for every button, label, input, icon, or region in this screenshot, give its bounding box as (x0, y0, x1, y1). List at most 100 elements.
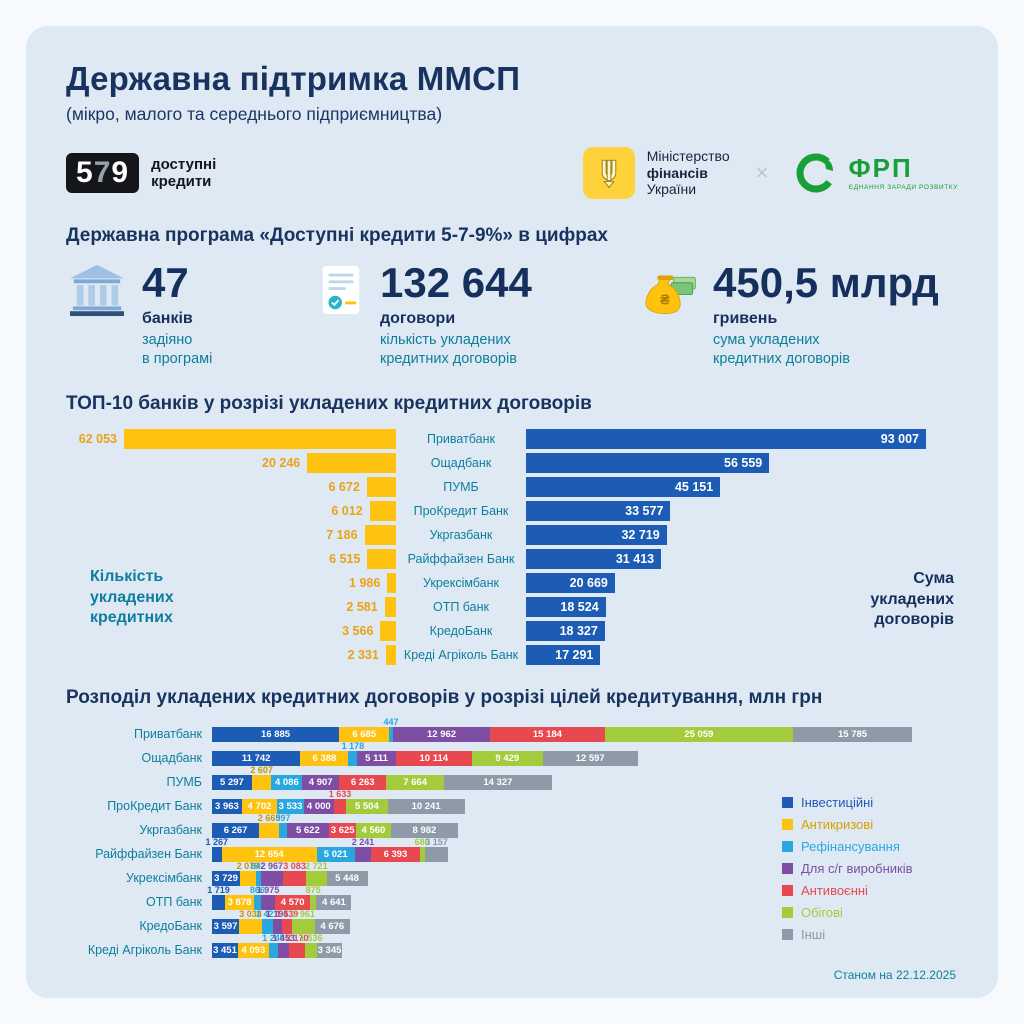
legend-swatch-icon (782, 840, 793, 852)
bar-segment (282, 870, 307, 886)
bar-segment (348, 750, 358, 766)
count-side: 20 246 (66, 452, 396, 473)
bar-segment (240, 870, 256, 886)
stat-sum: ₴ 450,5 млрд гривень сума укладених кред… (641, 259, 939, 369)
legend-item: Обігові (782, 905, 913, 920)
bank-name: ОТП банк (432, 599, 489, 614)
segment-value-label: 12 962 (426, 728, 457, 740)
stat-value: 450,5 млрд (713, 259, 939, 306)
sum-bar: 45 151 (526, 476, 721, 497)
segment-value-label: 4 570 (280, 896, 305, 908)
bar-segment: 10 241 (387, 798, 465, 814)
segment-value-label: 1 536 (299, 932, 323, 943)
count-value-label: 20 246 (262, 455, 301, 470)
count-side: 7 186 (66, 524, 396, 545)
top10-row: 6 515 Райффайзен Банк 31 413 (66, 548, 958, 569)
count-value-label: 62 053 (78, 431, 117, 446)
count-bar (380, 620, 396, 641)
bar-segment: 15 785 (793, 726, 912, 742)
logo-frp: ФРП ЄДНАННЯ ЗАРАДИ РОЗВИТКУ (794, 151, 958, 195)
dist-row: ОТП банк 1 719 3 878 866 1 975 4 570 875 4 641 (66, 885, 958, 910)
legend-swatch-icon (782, 884, 793, 896)
stat-value: 132 644 (380, 259, 532, 306)
segment-value-label: 6 685 (352, 728, 377, 740)
bank-name: Укрексімбанк (125, 871, 202, 886)
frp-tagline: ЄДНАННЯ ЗАРАДИ РОЗВИТКУ (848, 184, 958, 191)
top10-row: 20 246 Ощадбанк 56 559 (66, 452, 958, 473)
bank-name: Укргазбанк (139, 823, 202, 838)
bar-segment: 7 664 (386, 774, 444, 790)
bar-segment: 12 597 (542, 750, 638, 766)
bar-segment: 12 962 (392, 726, 491, 742)
stat-label: банків (142, 310, 193, 328)
bar-segment (305, 942, 317, 958)
count-bar (307, 452, 396, 473)
logo-579-badge: 5 7 9 (66, 153, 140, 193)
sum-bar: 33 577 (526, 500, 671, 521)
stat-label: гривень (713, 310, 778, 328)
stacked-bar: 16 885 6 685 447 12 962 15 184 25 059 15 785 (212, 717, 912, 742)
bar-segment: 3 878 (224, 894, 255, 910)
bar-segment (261, 918, 273, 934)
segment-value-label: 4 641 (322, 896, 346, 908)
segment-value-label: 3 729 (214, 872, 238, 884)
bar-segment: 4 907 (302, 774, 340, 790)
segment-value-label: 12 597 (575, 752, 605, 764)
stacked-bar: 3 597 3 038 1 421 1 195 1 439 2 961 4 676 (212, 909, 350, 934)
count-side: 3 566 (66, 620, 396, 641)
segment-value-label: 7 664 (403, 776, 427, 788)
count-value-label: 3 566 (342, 623, 374, 638)
segment-value-label: 6 388 (312, 752, 337, 764)
stats-row: 47 банків задіяно в програмі 132 644 дог… (66, 259, 958, 369)
count-value-label: 6 672 (328, 479, 360, 494)
left-axis-caption: Кількість укладених кредитних (90, 567, 174, 627)
bar-segment: 9 429 (471, 750, 543, 766)
bar-segment: 6 267 (212, 822, 260, 838)
segment-value-label: 10 114 (419, 752, 449, 764)
segment-value-label: 4 907 (308, 776, 333, 788)
stacked-bar: 11 742 6 388 1 178 5 111 10 114 9 429 12 597 (212, 741, 638, 766)
segment-value-label: 1 453 (272, 932, 295, 943)
bar-segment: 8 982 (390, 822, 459, 838)
bar-segment: 12 654 (221, 846, 317, 862)
minfin-line-2: фінансів (646, 164, 708, 181)
frp-emblem-icon (796, 153, 836, 193)
stat-desc: кількість укладених кредитних договорів (380, 332, 517, 367)
bar-segment (292, 918, 315, 934)
bar-segment (278, 942, 290, 958)
count-side: 62 053 (66, 428, 396, 449)
count-side: 6 012 (66, 500, 396, 521)
bar-segment (306, 870, 327, 886)
segment-value-label: 1 633 (328, 788, 352, 799)
segment-value-label: 5 504 (354, 800, 379, 812)
bar-segment: 10 114 (395, 750, 472, 766)
stats-section-title: Державна програма «Доступні кредити 5-7-… (66, 225, 608, 246)
as-of-date: Станом на 22.12.2025 (833, 968, 956, 982)
right-axis-caption: Сума укладених договорів (870, 569, 954, 629)
bank-icon (70, 264, 124, 317)
dist-row: Райффайзен Банк 1 267 12 654 5 021 2 241 6 39… (66, 837, 958, 862)
bar-segment (260, 894, 276, 910)
bar-segment: 3 963 (212, 798, 242, 814)
logo-579-digit: 9 (111, 156, 130, 189)
stat-desc: задіяно в програмі (142, 332, 213, 367)
bar-segment: 16 885 (212, 726, 340, 742)
bar-segment (254, 894, 261, 910)
segment-value-label: 2 241 (351, 836, 375, 847)
page-subtitle: (мікро, малого та середнього підприємниц… (66, 104, 443, 124)
segment-value-label: 5 021 (323, 848, 348, 860)
bar-segment: 6 685 (339, 726, 390, 742)
sum-side: 56 559 (526, 452, 958, 473)
logo-579: 5 7 9 доступні кредити (66, 153, 216, 193)
sum-side: 32 719 (526, 524, 958, 545)
bar-segment (259, 822, 280, 838)
bar-segment (251, 774, 272, 790)
bank-name: Креді Агріколь Банк (87, 943, 202, 958)
segment-value-label: 997 (275, 812, 291, 823)
bar-segment: 3 729 (212, 870, 241, 886)
bar-segment: 4 000 (303, 798, 334, 814)
bar-segment (389, 726, 393, 742)
bar-segment (309, 894, 317, 910)
bar-segment: 3 451 (212, 942, 238, 958)
bar-segment: 3 533 (277, 798, 304, 814)
